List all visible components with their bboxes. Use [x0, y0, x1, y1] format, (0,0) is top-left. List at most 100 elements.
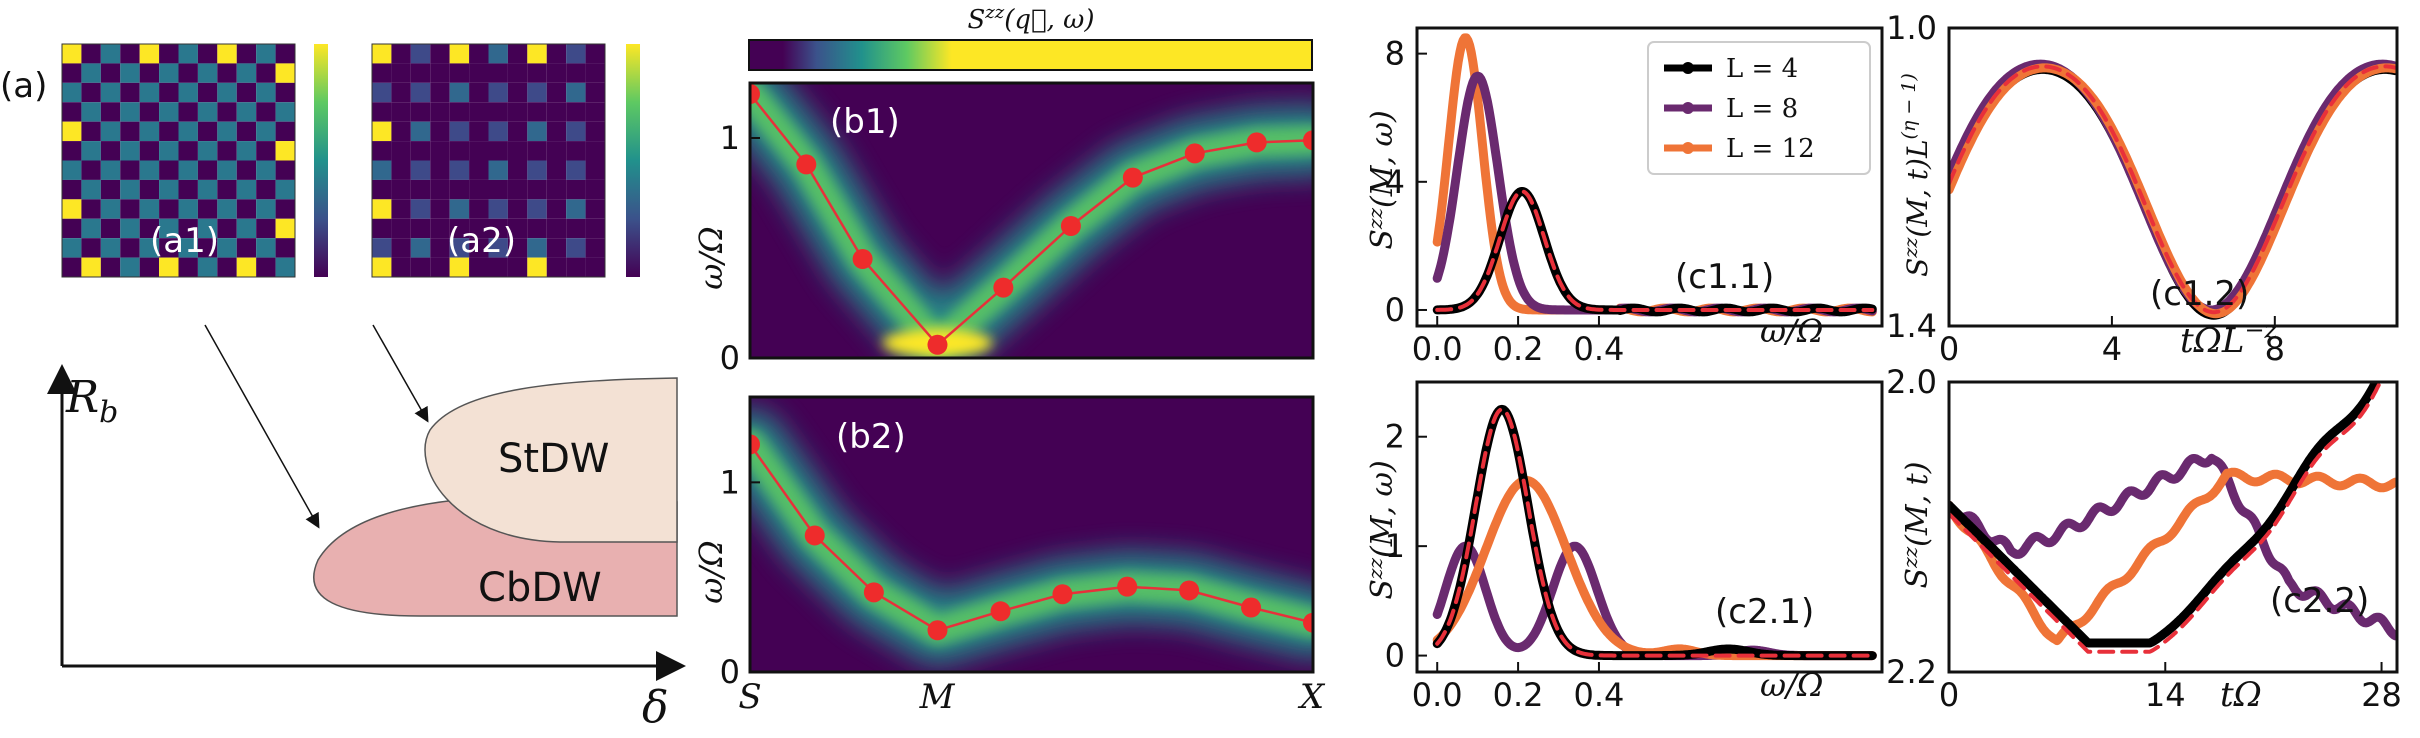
cell	[100, 257, 121, 277]
cell	[178, 121, 198, 142]
cell	[507, 121, 528, 142]
dispersion-b2	[750, 434, 1313, 641]
phase-axis-y-sub: b	[99, 395, 118, 430]
cell	[566, 121, 586, 142]
ytick-label: 8	[1385, 35, 1405, 73]
cell	[410, 82, 431, 103]
xtick-label: 8	[2265, 330, 2285, 368]
cell	[430, 199, 450, 219]
cell	[256, 44, 276, 64]
cell	[217, 44, 237, 64]
cell	[585, 257, 605, 277]
dispersion-point	[1184, 143, 1205, 164]
colorbar-title-base: S	[967, 5, 985, 35]
cell	[120, 82, 140, 103]
cell	[372, 160, 392, 180]
cell	[391, 44, 411, 64]
dispersion-point	[990, 601, 1011, 622]
plot-frame	[1947, 380, 2399, 674]
plot-c1-2: 0 4 8 1.0 1.4	[1886, 9, 2399, 368]
cell	[449, 102, 470, 122]
cell	[197, 238, 218, 258]
cell	[527, 199, 547, 219]
cell	[100, 141, 121, 161]
cell	[81, 179, 101, 200]
cell	[139, 257, 160, 277]
plot-c1-1: 0.0 0.2 0.4 0 4 8	[1385, 26, 1884, 368]
cell	[120, 102, 140, 122]
cell	[120, 238, 140, 258]
cell	[488, 179, 508, 200]
cell	[391, 218, 411, 239]
cell	[469, 218, 489, 239]
cell	[410, 44, 431, 64]
cell	[275, 218, 295, 239]
cell	[178, 102, 198, 122]
xtick-label: 0.4	[1574, 676, 1625, 714]
cell	[197, 160, 218, 180]
plot-c2-2: 0 14 28 2.0 2.2	[1886, 363, 2402, 714]
ytick-label: 1	[720, 119, 740, 157]
cell	[430, 238, 450, 258]
cell	[62, 82, 82, 103]
cell	[507, 102, 528, 122]
cell	[566, 160, 586, 180]
cell	[197, 257, 218, 277]
cell	[256, 257, 276, 277]
cell	[391, 238, 411, 258]
checkerboard-a2	[371, 43, 606, 278]
cell	[469, 102, 489, 122]
cell	[546, 179, 567, 200]
cell	[585, 160, 605, 180]
cell	[275, 179, 295, 200]
plot-c2-1-label: (c2.1)	[1715, 592, 1814, 632]
cell	[585, 238, 605, 258]
phase-diagram: Rb δ StDW CbDW	[47, 324, 686, 733]
cell	[449, 141, 470, 161]
board-frame	[61, 43, 296, 278]
cell	[197, 102, 218, 122]
cell	[81, 121, 101, 142]
cell	[62, 63, 82, 83]
ytick-label: 0	[1385, 291, 1405, 329]
cell	[488, 121, 508, 142]
plot-frame	[1415, 380, 1884, 674]
cell	[566, 141, 586, 161]
cell	[449, 218, 470, 239]
cell	[449, 179, 470, 200]
heatmap-b1-ylabel: ω/Ω	[692, 226, 730, 289]
cell	[546, 199, 567, 219]
cell	[391, 160, 411, 180]
dispersion-point	[1246, 132, 1267, 153]
cell	[527, 141, 547, 161]
dispersion-point	[1060, 216, 1081, 236]
dispersion-point	[1122, 167, 1143, 188]
dispersion-point	[1179, 580, 1200, 601]
colorbar-b	[748, 39, 1313, 71]
cell	[372, 179, 392, 200]
cell	[62, 179, 82, 200]
cell	[488, 238, 508, 258]
plot-frame	[1947, 26, 2399, 328]
cell	[469, 257, 489, 277]
cell	[488, 218, 508, 239]
plot-c2-1: 0.0 0.2 0.4 0 1 2	[1385, 380, 1884, 714]
cell	[159, 160, 179, 180]
cell	[236, 44, 257, 64]
cell	[275, 82, 295, 103]
plot-frame	[1415, 26, 1884, 328]
cell	[120, 121, 140, 142]
cell	[546, 218, 567, 239]
ytick-label: 0	[720, 339, 740, 377]
cell	[236, 160, 257, 180]
dispersion-point	[1303, 612, 1313, 633]
cell	[256, 121, 276, 142]
cell	[217, 199, 237, 219]
checkerboard-a1	[61, 43, 296, 278]
cell	[178, 199, 198, 219]
dashed-fit	[1949, 382, 2383, 654]
cell	[546, 44, 567, 64]
xtick-label: 14	[2145, 676, 2186, 714]
colorbar-a1	[314, 44, 328, 277]
